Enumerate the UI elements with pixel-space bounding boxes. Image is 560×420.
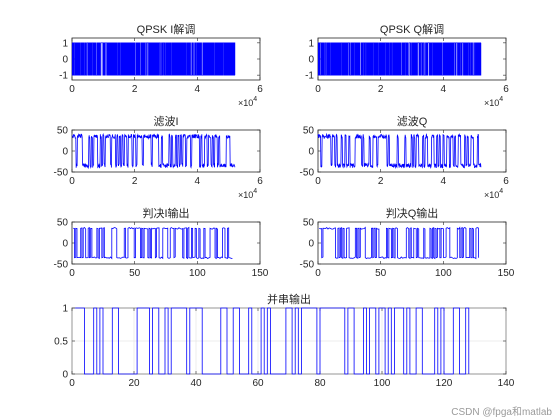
x-tick-label: 0 [69, 268, 75, 279]
x-tick-label: 140 [498, 378, 515, 389]
x-tick-label: 6 [503, 84, 509, 95]
y-tick-label: 0 [308, 239, 314, 250]
series-line-qpsk-i [71, 42, 236, 76]
x-exponent-power: 4 [499, 188, 503, 195]
y-tick-label: 0 [62, 147, 68, 158]
x-tick-label: 50 [375, 268, 387, 279]
subplot-serial-out: 0 20 40 60 80 100 120 140 0 0.5 1 并串输出 [54, 292, 515, 389]
y-tick-label: 50 [57, 126, 69, 137]
x-tick-label: 6 [257, 84, 263, 95]
x-tick-label: 150 [252, 268, 269, 279]
x-tick-label: 120 [436, 378, 453, 389]
y-tick-label: 0.5 [54, 337, 68, 348]
series-line-decide-i [73, 226, 233, 260]
x-tick-label: 2 [378, 176, 384, 187]
y-tick-label: -50 [300, 260, 315, 271]
y-tick-label: -50 [54, 168, 69, 179]
x-exponent-power: 4 [253, 96, 257, 103]
x-tick-label: 0 [69, 378, 75, 389]
x-tick-label: 0 [69, 84, 75, 95]
x-exponent-power: 4 [499, 96, 503, 103]
y-tick-label: 0 [62, 370, 68, 381]
x-exponent-label: ×104 [238, 96, 257, 108]
y-tick-label: 50 [303, 218, 315, 229]
x-tick-label: 40 [190, 378, 202, 389]
y-tick-label: 50 [57, 218, 69, 229]
y-tick-label: 0 [62, 55, 68, 66]
subplot-title: 并串输出 [267, 292, 311, 306]
y-tick-label: 1 [308, 38, 314, 49]
series-line-filter-i [71, 132, 236, 170]
x-exponent-power: 4 [253, 188, 257, 195]
x-tick-label: 100 [435, 268, 452, 279]
x-tick-label: 0 [315, 176, 321, 187]
subplot-title: QPSK Q解调 [380, 22, 444, 36]
x-tick-label: 150 [498, 268, 515, 279]
x-tick-label: 4 [441, 176, 447, 187]
y-tick-label: 0 [308, 147, 314, 158]
x-exponent-label: ×104 [484, 96, 503, 108]
x-tick-label: 4 [195, 176, 201, 187]
x-tick-label: 6 [503, 176, 509, 187]
x-tick-label: 4 [195, 84, 201, 95]
y-tick-label: -1 [59, 71, 68, 82]
subplot-title: 判决I输出 [142, 206, 189, 220]
subplot-title: 判决Q输出 [386, 206, 439, 220]
x-tick-label: 0 [315, 84, 321, 95]
x-tick-label: 100 [374, 378, 391, 389]
series-line-decide-q [319, 226, 479, 260]
x-tick-label: 4 [441, 84, 447, 95]
y-tick-label: 50 [303, 126, 315, 137]
y-tick-label: 1 [62, 304, 68, 315]
x-exponent-label: ×104 [238, 188, 257, 200]
series-line-qpsk-q [317, 42, 482, 76]
x-tick-label: 20 [128, 378, 140, 389]
series-line-serial-out [75, 307, 470, 375]
x-tick-label: 2 [132, 84, 138, 95]
y-tick-label: 0 [62, 239, 68, 250]
x-tick-label: 80 [314, 378, 326, 389]
x-tick-label: 6 [257, 176, 263, 187]
series-line-filter-q [317, 132, 482, 170]
x-tick-label: 100 [189, 268, 206, 279]
x-exponent-label: ×104 [484, 188, 503, 200]
watermark-text: CSDN @fpga和matlab [451, 407, 552, 418]
y-tick-label: 0 [308, 55, 314, 66]
x-tick-label: 2 [132, 176, 138, 187]
subplot-title: 滤波I [153, 115, 178, 128]
subplot-title: 滤波Q [397, 115, 428, 128]
x-tick-label: 2 [378, 84, 384, 95]
y-tick-label: -50 [300, 168, 315, 179]
x-tick-label: 0 [315, 268, 321, 279]
x-tick-label: 0 [69, 176, 75, 187]
x-tick-label: 50 [129, 268, 141, 279]
y-tick-label: -1 [305, 71, 314, 82]
y-tick-label: -50 [54, 260, 69, 271]
y-tick-label: 1 [62, 38, 68, 49]
x-tick-label: 60 [252, 378, 264, 389]
subplot-title: QPSK I解调 [137, 22, 196, 36]
